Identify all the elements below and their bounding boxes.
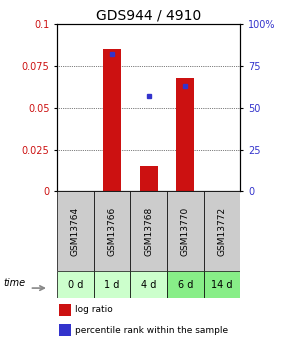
Bar bbox=[103, 49, 121, 191]
Bar bbox=[57, 271, 94, 298]
Text: time: time bbox=[3, 278, 25, 288]
Bar bbox=[59, 304, 71, 316]
Bar bbox=[59, 324, 71, 336]
Bar bbox=[139, 166, 158, 191]
Bar bbox=[57, 191, 94, 271]
Text: percentile rank within the sample: percentile rank within the sample bbox=[76, 326, 229, 335]
Text: log ratio: log ratio bbox=[76, 305, 113, 314]
Bar bbox=[130, 271, 167, 298]
Text: 0 d: 0 d bbox=[68, 280, 83, 289]
Bar bbox=[167, 191, 204, 271]
Text: GSM13768: GSM13768 bbox=[144, 207, 153, 256]
Text: GSM13770: GSM13770 bbox=[181, 207, 190, 256]
Bar bbox=[167, 271, 204, 298]
Bar bbox=[204, 271, 240, 298]
Title: GDS944 / 4910: GDS944 / 4910 bbox=[96, 9, 201, 23]
Bar bbox=[204, 191, 240, 271]
Text: GSM13764: GSM13764 bbox=[71, 207, 80, 256]
Text: 14 d: 14 d bbox=[211, 280, 233, 289]
Text: 1 d: 1 d bbox=[104, 280, 120, 289]
Text: GSM13766: GSM13766 bbox=[108, 207, 117, 256]
Bar bbox=[94, 191, 130, 271]
Text: GSM13772: GSM13772 bbox=[217, 207, 226, 256]
Bar bbox=[130, 191, 167, 271]
Bar bbox=[176, 78, 195, 191]
Text: 6 d: 6 d bbox=[178, 280, 193, 289]
Bar bbox=[94, 271, 130, 298]
Text: 4 d: 4 d bbox=[141, 280, 156, 289]
